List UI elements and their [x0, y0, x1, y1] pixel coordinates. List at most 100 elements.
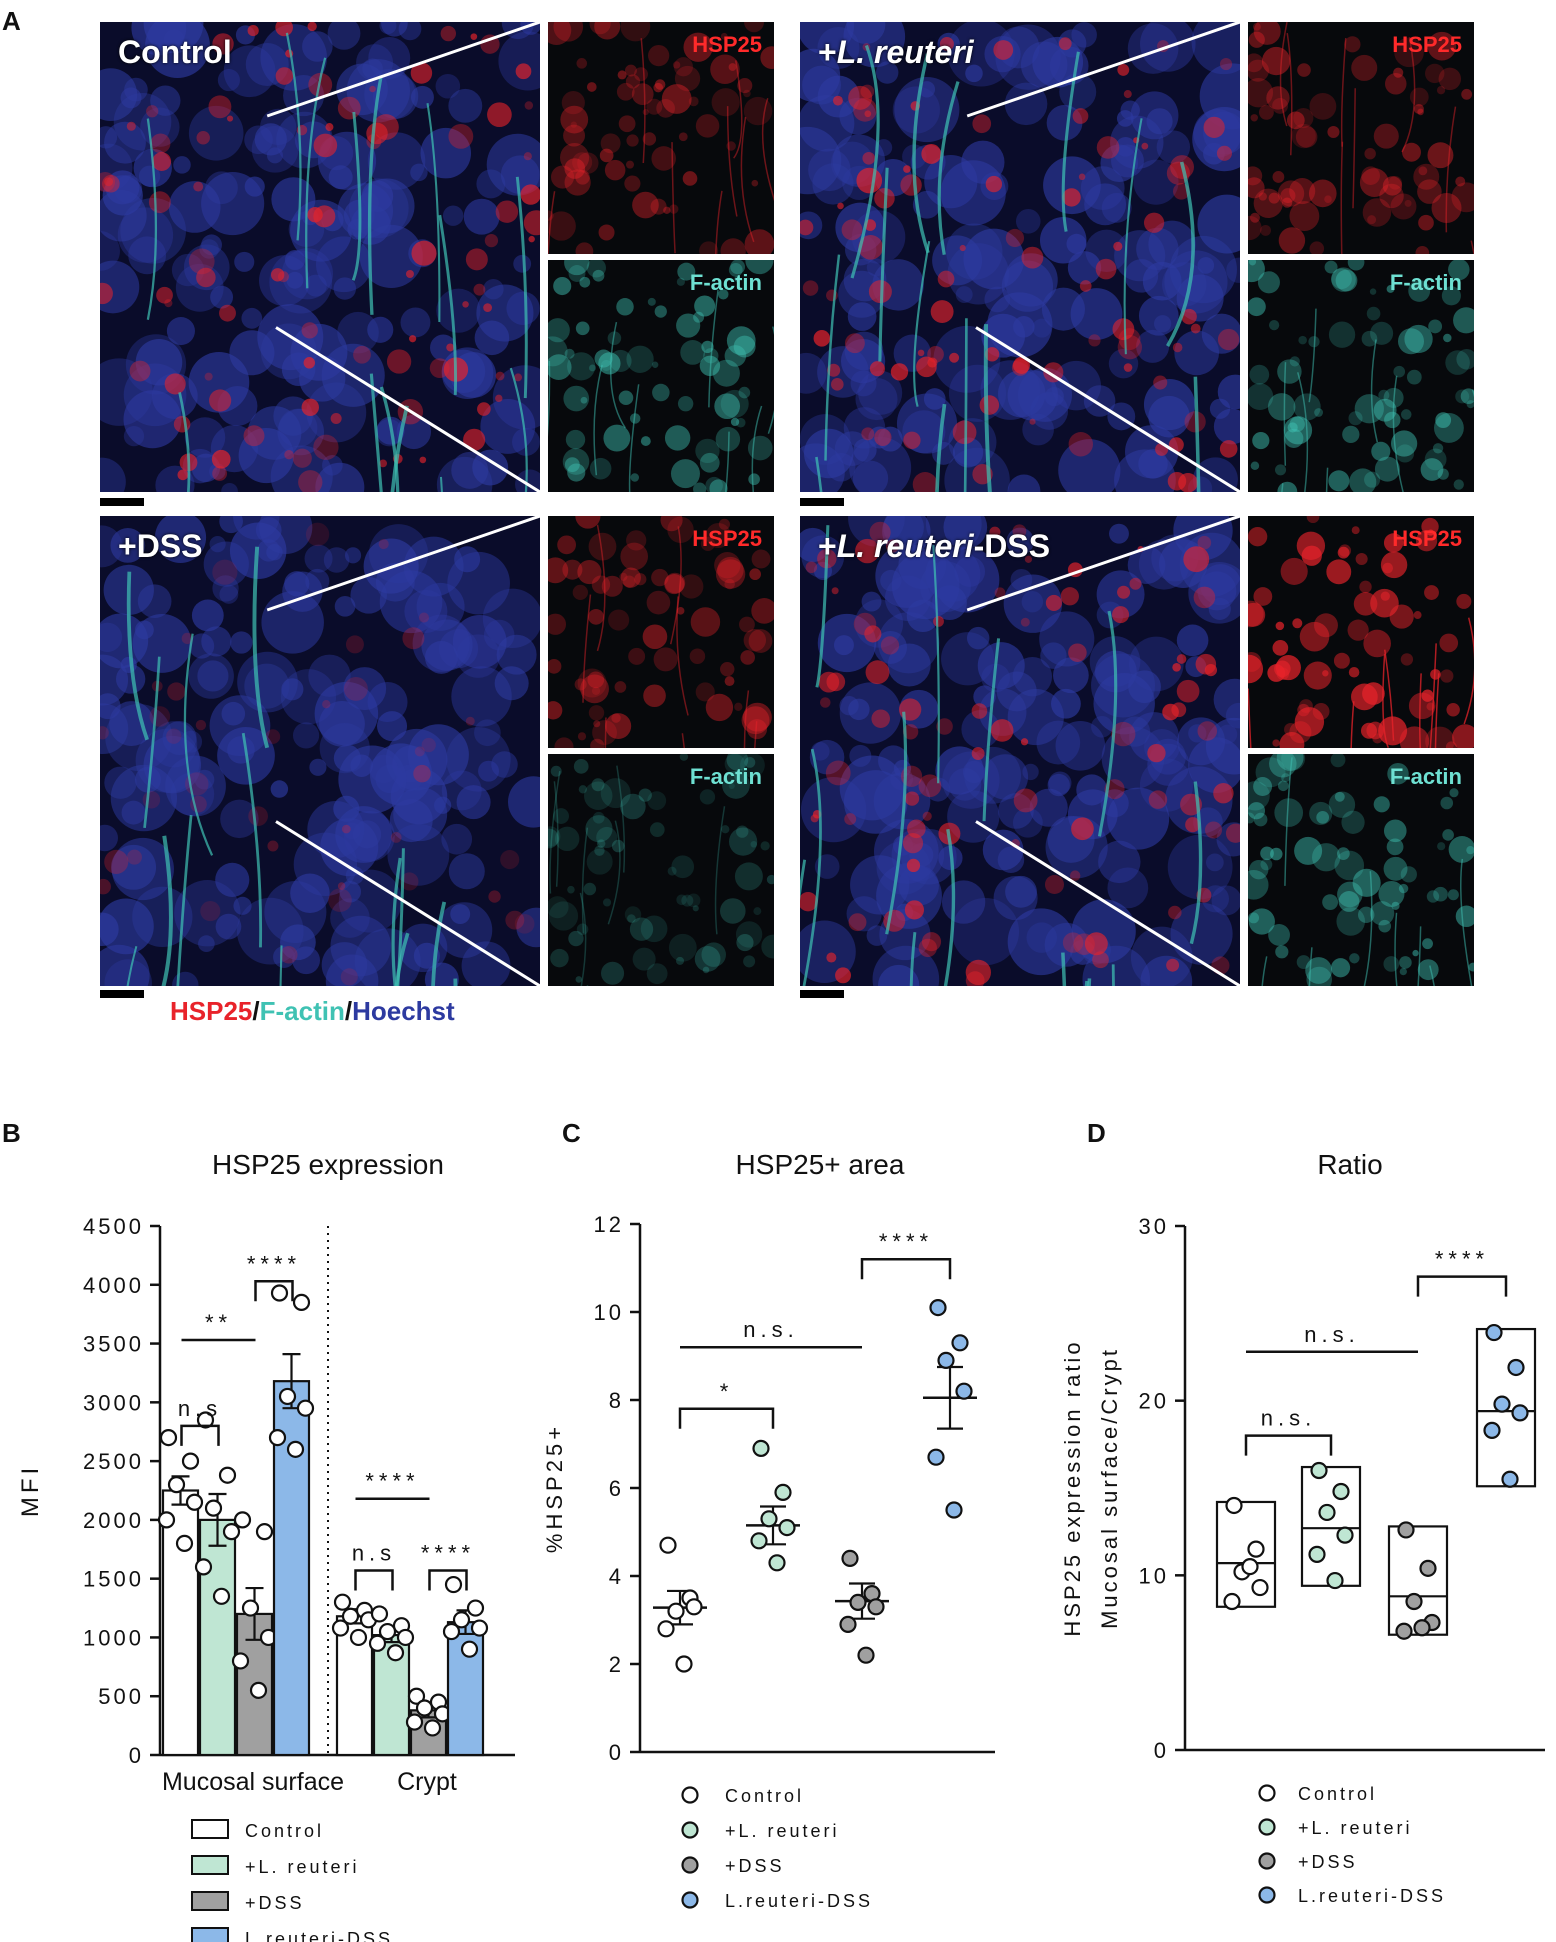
data-point — [750, 1532, 768, 1550]
data-point — [268, 1429, 287, 1447]
data-point — [1485, 1323, 1503, 1342]
data-point — [867, 1598, 885, 1616]
data-point — [181, 1452, 200, 1470]
data-point — [396, 1628, 415, 1647]
y-tick-label: 20 — [1139, 1389, 1169, 1414]
data-point — [1413, 1619, 1431, 1637]
legend-marker — [1258, 1852, 1276, 1870]
chart-c-hsp25-area: HSP25+ area 0 2 4 6 8 10 12 %HSP25+ * n.s. **** Cont… — [542, 1149, 995, 1911]
data-point — [333, 1593, 352, 1611]
data-point — [1397, 1521, 1415, 1539]
inset-hsp25-lreuteri_dss: HSP25 — [1248, 516, 1474, 748]
inset-factin-control: F-actin — [548, 260, 774, 492]
significance-label: **** — [247, 1251, 301, 1276]
y-tick-label: 3500 — [83, 1332, 144, 1357]
y-tick-label: 4500 — [83, 1214, 144, 1239]
data-point — [1310, 1461, 1328, 1480]
inset-hsp25-control: HSP25 — [548, 22, 774, 254]
data-point — [157, 1511, 176, 1529]
data-point — [452, 1611, 471, 1629]
inset-factin-dss: F-actin — [548, 754, 774, 986]
significance-label: ** — [205, 1310, 232, 1335]
data-point — [405, 1713, 424, 1731]
legend-label: +L. reuteri — [725, 1821, 840, 1841]
y-tick-label: 2500 — [83, 1449, 144, 1474]
stain-separator: / — [252, 996, 260, 1026]
data-point — [185, 1493, 204, 1511]
legend-marker — [681, 1821, 699, 1839]
data-point — [241, 1599, 260, 1617]
x-group-label: Crypt — [397, 1768, 457, 1796]
legend-marker — [1258, 1886, 1276, 1904]
data-point — [1318, 1503, 1336, 1522]
data-point — [175, 1534, 194, 1552]
y-axis-label: Mucosal surface/Crypt — [1097, 1347, 1122, 1629]
y-tick-label: 3000 — [83, 1390, 144, 1415]
legend-label: +L. reuteri — [1298, 1818, 1413, 1838]
micrograph-title: +DSS — [118, 528, 203, 564]
inset-label: HSP25 — [692, 526, 762, 551]
micrograph-title: Control — [118, 34, 232, 70]
legend-swatch — [191, 1891, 229, 1911]
data-point — [675, 1655, 693, 1673]
legend-swatch — [191, 1927, 229, 1942]
legend-label: L.reuteri-DSS — [245, 1929, 393, 1942]
legend-marker — [681, 1891, 699, 1909]
data-point — [857, 1646, 875, 1664]
chart-title: HSP25 expression — [212, 1149, 444, 1180]
panel-label-d: D — [1087, 1118, 1106, 1148]
data-point — [752, 1439, 770, 1457]
data-point — [1332, 1482, 1350, 1501]
data-point — [659, 1536, 677, 1554]
inset-label: F-actin — [689, 764, 762, 789]
data-point — [233, 1511, 252, 1529]
legend-label: L.reuteri-DSS — [1298, 1886, 1446, 1906]
y-tick-label: 30 — [1139, 1214, 1169, 1239]
inset-label: HSP25 — [1392, 32, 1462, 57]
legend-label: Control — [245, 1821, 324, 1841]
inset-label: F-actin — [689, 270, 762, 295]
legend-label: +DSS — [725, 1856, 785, 1876]
bar — [198, 1518, 237, 1757]
significance-label: **** — [365, 1469, 419, 1494]
significance-label: n.s — [178, 1396, 222, 1421]
significance-label: n.s — [352, 1540, 396, 1565]
scale-bar — [100, 990, 144, 998]
scale-bar — [800, 498, 844, 506]
inset-label: HSP25 — [1392, 526, 1462, 551]
y-tick-label: 0 — [1154, 1738, 1169, 1763]
significance-label: n.s. — [1261, 1406, 1316, 1431]
significance-bracket — [428, 1569, 468, 1591]
legend-marker — [681, 1786, 699, 1804]
significance-label: n.s. — [1304, 1322, 1359, 1347]
data-point — [1241, 1558, 1259, 1576]
box — [1300, 1465, 1362, 1587]
data-point — [768, 1554, 786, 1572]
data-point — [657, 1620, 675, 1638]
y-tick-label: 10 — [594, 1300, 624, 1325]
data-point — [927, 1448, 945, 1466]
chart-d-ratio: Ratio 0 10 20 30 HSP25 expression ratio Mucosa… — [1060, 1149, 1545, 1906]
data-point — [849, 1593, 867, 1611]
data-point — [444, 1575, 463, 1594]
y-tick-label: 10 — [1139, 1563, 1169, 1588]
legend-label: Control — [725, 1786, 804, 1806]
stain-factin: F-actin — [259, 996, 345, 1026]
significance-label: n.s. — [743, 1317, 798, 1342]
data-point — [159, 1429, 178, 1447]
data-point — [1419, 1559, 1437, 1577]
data-point — [778, 1519, 796, 1537]
data-point — [1225, 1496, 1243, 1515]
panel-label-a: A — [2, 6, 21, 36]
data-point — [212, 1587, 231, 1605]
y-tick-label: 6 — [609, 1476, 624, 1501]
data-point — [466, 1599, 485, 1617]
panel-label-c: C — [562, 1118, 581, 1148]
inset-label: F-actin — [1389, 764, 1462, 789]
legend-label: +DSS — [1298, 1852, 1358, 1872]
legend-marker — [1258, 1784, 1276, 1802]
significance-label: **** — [421, 1540, 475, 1565]
data-point — [278, 1387, 297, 1406]
data-point — [929, 1299, 947, 1317]
data-point — [667, 1602, 685, 1620]
